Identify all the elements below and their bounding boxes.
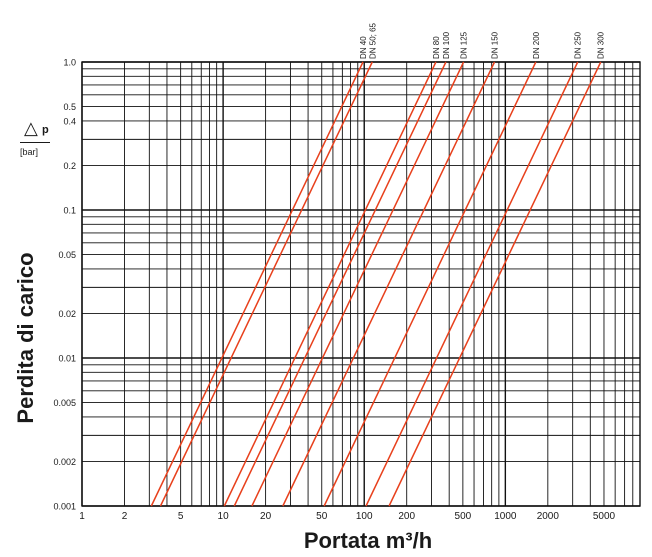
x-axis-title: Portata m³/h — [303, 528, 433, 553]
x-tick-label: 2000 — [537, 511, 560, 522]
series-label: DN 100 — [442, 31, 451, 59]
series-label: DN 150 — [491, 31, 500, 59]
series-line — [159, 61, 373, 507]
x-tick-label: 1000 — [494, 511, 517, 522]
y-tick-label: 0.02 — [58, 309, 76, 319]
series-line — [282, 61, 496, 507]
x-tick-label: 5000 — [593, 511, 616, 522]
y-axis-title: Perdita di carico — [13, 252, 38, 424]
series-line — [223, 61, 437, 507]
y-tick-label: 0.05 — [58, 250, 76, 260]
series-label: DN 50; 65 — [368, 22, 377, 59]
y-tick-label: 0.005 — [53, 398, 76, 408]
series-line — [233, 61, 447, 507]
series-line — [388, 61, 602, 507]
y-tick-label: 0.001 — [53, 502, 76, 512]
y-tick-label: 1.0 — [63, 58, 76, 68]
delta-p-symbol: △ — [24, 118, 38, 139]
series-line — [251, 61, 465, 507]
x-tick-label: 1 — [79, 511, 85, 522]
series-line — [150, 61, 364, 507]
x-tick-label: 50 — [316, 511, 328, 522]
plot-frame — [81, 61, 641, 507]
delta-p-rule — [20, 142, 50, 143]
y-unit-label: [bar] — [20, 147, 39, 157]
x-tick-label: 200 — [398, 511, 415, 522]
series-label: DN 250 — [574, 31, 583, 59]
y-tick-label: 0.01 — [58, 354, 76, 364]
y-tick-label: 0.002 — [53, 457, 76, 467]
y-tick-label: 0.5 — [63, 102, 76, 112]
series-label: DN 40 — [359, 36, 368, 59]
x-tick-label: 2 — [122, 511, 128, 522]
x-tick-label: 100 — [356, 511, 373, 522]
x-tick-label: 5 — [178, 511, 184, 522]
delta-p-letter: p — [42, 124, 49, 136]
series-label: DN 80 — [432, 36, 441, 59]
x-tick-label: 20 — [260, 511, 272, 522]
series-label: DN 125 — [460, 31, 469, 59]
series-label: DN 300 — [597, 31, 606, 59]
series-line — [323, 61, 537, 507]
y-tick-label: 0.1 — [63, 206, 76, 216]
series-label: DN 200 — [532, 31, 541, 59]
x-tick-label: 500 — [455, 511, 472, 522]
y-tick-label: 0.4 — [63, 116, 76, 126]
y-tick-label: 0.2 — [63, 161, 76, 171]
series-line — [365, 61, 579, 507]
x-tick-label: 10 — [218, 511, 230, 522]
